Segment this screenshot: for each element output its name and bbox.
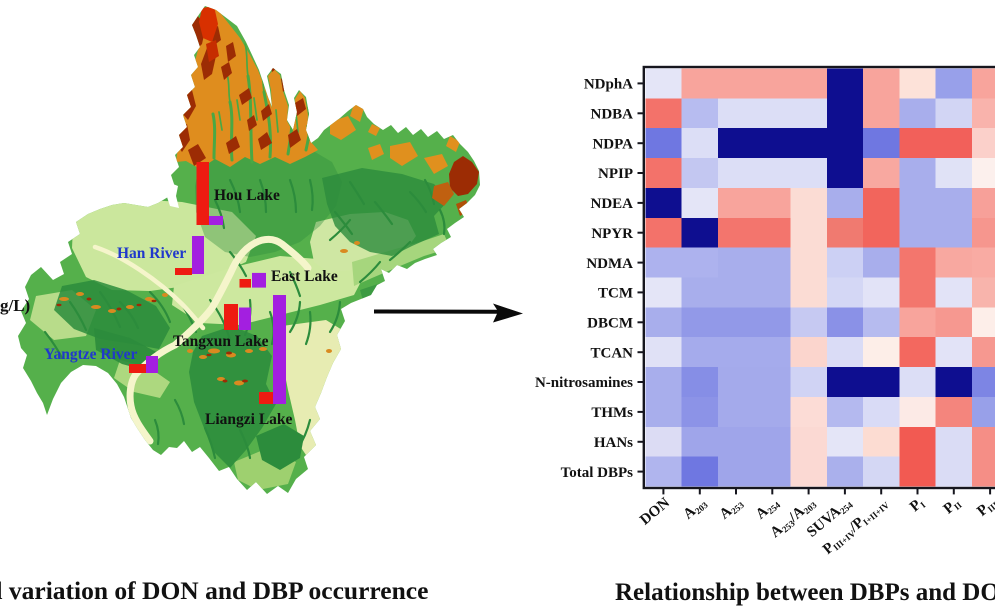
svg-text:Yangtze River: Yangtze River	[44, 346, 138, 363]
svg-text:N-nitrosamines: N-nitrosamines	[535, 375, 633, 391]
svg-text:NDphA: NDphA	[584, 77, 633, 93]
svg-text:TCM: TCM	[598, 286, 633, 302]
svg-text:NDPA: NDPA	[592, 136, 633, 152]
svg-text:Tangxun Lake: Tangxun Lake	[173, 333, 269, 350]
svg-text:Spatial variation of DON and D: Spatial variation of DON and DBP occurre…	[0, 576, 428, 605]
svg-text:NDBA: NDBA	[590, 107, 633, 123]
svg-text:Liangzi Lake: Liangzi Lake	[205, 411, 293, 428]
svg-text:DBCM: DBCM	[587, 316, 633, 332]
svg-text:Han River: Han River	[117, 245, 186, 262]
svg-text:NPYR: NPYR	[591, 226, 633, 242]
svg-text:Relationship between DBPs and: Relationship between DBPs and DON	[615, 579, 995, 606]
svg-text:NDMA: NDMA	[586, 256, 633, 272]
svg-text:East Lake: East Lake	[271, 268, 338, 285]
svg-text:g/L): g/L)	[0, 296, 30, 315]
svg-text:Hou Lake: Hou Lake	[214, 187, 280, 204]
svg-text:Total DBPs: Total DBPs	[561, 465, 634, 481]
svg-text:HANs: HANs	[594, 435, 633, 451]
svg-text:TCAN: TCAN	[590, 345, 633, 361]
svg-text:NPIP: NPIP	[598, 166, 633, 182]
svg-text:NDEA: NDEA	[590, 196, 633, 212]
svg-text:THMs: THMs	[591, 405, 633, 421]
